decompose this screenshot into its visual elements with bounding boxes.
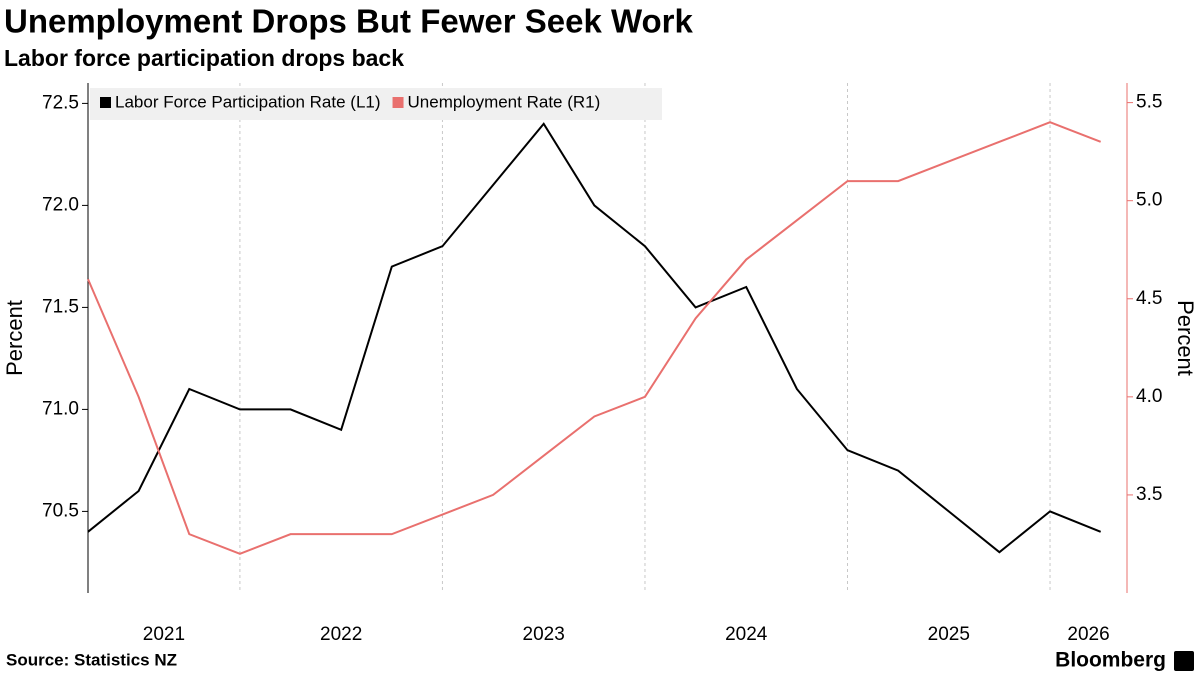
y2-tick-label: 4.5 [1136, 288, 1162, 309]
y-tick-label: 71.0 [42, 398, 79, 419]
legend-label: Unemployment Rate (R1) [408, 92, 601, 111]
x-tick-label: 2026 [1067, 624, 1109, 645]
y2-axis-label: Percent [1173, 300, 1198, 376]
y-axis-label: Percent [2, 300, 27, 376]
x-tick-label: 2023 [523, 624, 565, 645]
brand: Bloomberg [1055, 649, 1166, 672]
chart-title: Unemployment Drops But Fewer Seek Work [4, 3, 694, 40]
x-tick-label: 2022 [320, 624, 362, 645]
y-tick-label: 72.0 [42, 194, 79, 215]
y-tick-label: 71.5 [42, 296, 79, 317]
y2-tick-label: 4.0 [1136, 386, 1162, 407]
x-tick-label: 2021 [143, 624, 185, 645]
x-tick-label: 2024 [725, 624, 768, 645]
source: Source: Statistics NZ [6, 650, 177, 669]
y2-tick-label: 3.5 [1136, 484, 1162, 505]
x-tick-label: 2025 [928, 624, 970, 645]
legend-swatch [100, 97, 111, 108]
legend-background [90, 88, 662, 120]
brand-icon [1174, 651, 1194, 671]
y-tick-label: 72.5 [42, 92, 79, 113]
y-tick-label: 70.5 [42, 500, 79, 521]
chart-subtitle: Labor force participation drops back [4, 45, 404, 71]
legend-label: Labor Force Participation Rate (L1) [115, 92, 381, 111]
series-line [87, 121, 1102, 555]
y2-tick-label: 5.0 [1136, 190, 1162, 211]
y2-tick-label: 5.5 [1136, 92, 1162, 113]
legend-swatch [392, 97, 404, 108]
series-line [87, 122, 1102, 554]
